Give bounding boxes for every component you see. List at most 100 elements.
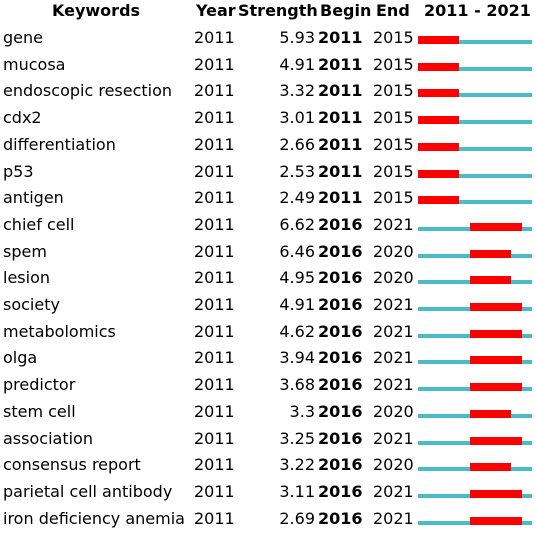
begin-cell: 2016 [318,214,363,234]
burst-bar [469,516,522,525]
end-cell: 2021 [373,348,414,368]
begin-cell: 2011 [318,54,363,74]
end-cell: 2021 [373,508,414,528]
keyword-cell: predictor [3,375,76,395]
keyword-cell: gene [3,28,43,47]
table-row: cdx2 2011 3.01 2011 2015 [0,106,536,133]
keyword-cell: endoscopic resection [3,81,173,101]
table-row: consensus report 2011 3.22 2016 2020 [0,453,536,480]
end-cell: 2015 [373,108,414,128]
end-cell: 2021 [373,321,414,341]
begin-cell: 2016 [318,455,363,475]
begin-cell: 2016 [318,241,363,261]
table-row: spem 2011 6.46 2016 2020 [0,240,536,267]
strength-cell: 3.94 [279,348,315,368]
header-end: End [376,1,410,20]
keyword-cell: p53 [3,161,34,181]
keyword-cell: iron deficiency anemia [3,508,185,528]
begin-cell: 2011 [318,108,363,128]
keyword-cell: parietal cell antibody [3,481,173,501]
year-cell: 2011 [194,428,235,448]
strength-cell: 4.91 [279,54,315,74]
end-cell: 2021 [373,214,414,234]
timeline-track [418,173,532,178]
strength-cell: 4.91 [279,295,315,314]
year-cell: 2011 [194,161,235,181]
begin-cell: 2016 [318,481,363,501]
begin-cell: 2011 [318,134,363,154]
burst-bar [418,36,460,44]
header-range: 2011 - 2021 [424,1,531,20]
begin-cell: 2016 [318,321,363,341]
strength-cell: 3.32 [279,81,315,101]
burst-bar [469,356,522,365]
begin-cell: 2016 [318,428,363,448]
table-row: metabolomics 2011 4.62 2016 2021 [0,320,536,347]
begin-cell: 2011 [318,161,363,181]
keyword-cell: spem [3,241,47,261]
begin-cell: 2011 [318,188,363,208]
end-cell: 2015 [373,28,414,47]
table-row: antigen 2011 2.49 2011 2015 [0,186,536,213]
burst-bar [418,89,460,98]
end-cell: 2020 [373,401,414,421]
year-cell: 2011 [194,481,235,501]
strength-cell: 4.95 [279,268,315,288]
year-cell: 2011 [194,241,235,261]
table-row: gene 2011 5.93 2011 2015 [0,26,536,53]
timeline-track [418,200,532,205]
burst-bar [418,169,460,178]
strength-cell: 2.66 [279,134,315,154]
timeline-track [418,120,532,125]
strength-cell: 3.22 [279,455,315,475]
keyword-cell: cdx2 [3,108,42,128]
table-row: society 2011 4.91 2016 2021 [0,293,536,320]
keyword-cell: differentiation [3,134,116,154]
burst-bar [469,383,522,392]
begin-cell: 2016 [318,508,363,528]
begin-cell: 2011 [318,81,363,101]
begin-cell: 2016 [318,348,363,368]
begin-cell: 2011 [318,28,363,47]
year-cell: 2011 [194,268,235,288]
end-cell: 2015 [373,134,414,154]
timeline-track [418,66,532,71]
year-cell: 2011 [194,108,235,128]
keyword-cell: stem cell [3,401,76,421]
year-cell: 2011 [194,295,235,314]
year-cell: 2011 [194,455,235,475]
table-row: iron deficiency anemia 2011 2.69 2016 2021 [0,507,536,534]
strength-cell: 2.53 [279,161,315,181]
year-cell: 2011 [194,214,235,234]
strength-cell: 3.68 [279,375,315,395]
table-row: endoscopic resection 2011 3.32 2011 2015 [0,79,536,106]
end-cell: 2021 [373,295,414,314]
burst-bar [469,489,522,498]
year-cell: 2011 [194,321,235,341]
header-year: Year [196,1,236,20]
end-cell: 2015 [373,81,414,101]
keyword-cell: mucosa [3,54,66,74]
keyword-cell: society [3,295,60,314]
table-row: mucosa 2011 4.91 2011 2015 [0,53,536,80]
begin-cell: 2016 [318,268,363,288]
keyword-cell: antigen [3,188,64,208]
year-cell: 2011 [194,188,235,208]
year-cell: 2011 [194,81,235,101]
strength-cell: 3.01 [279,108,315,128]
burst-bar [469,409,512,418]
burst-bar [418,196,460,205]
year-cell: 2011 [194,508,235,528]
table-row: differentiation 2011 2.66 2011 2015 [0,133,536,160]
timeline-track [418,93,532,98]
year-cell: 2011 [194,348,235,368]
end-cell: 2020 [373,241,414,261]
burst-bar [418,62,460,71]
end-cell: 2020 [373,455,414,475]
keyword-cell: chief cell [3,214,75,234]
table-row: predictor 2011 3.68 2016 2021 [0,373,536,400]
table-row: olga 2011 3.94 2016 2021 [0,346,536,373]
year-cell: 2011 [194,375,235,395]
strength-cell: 2.49 [279,188,315,208]
